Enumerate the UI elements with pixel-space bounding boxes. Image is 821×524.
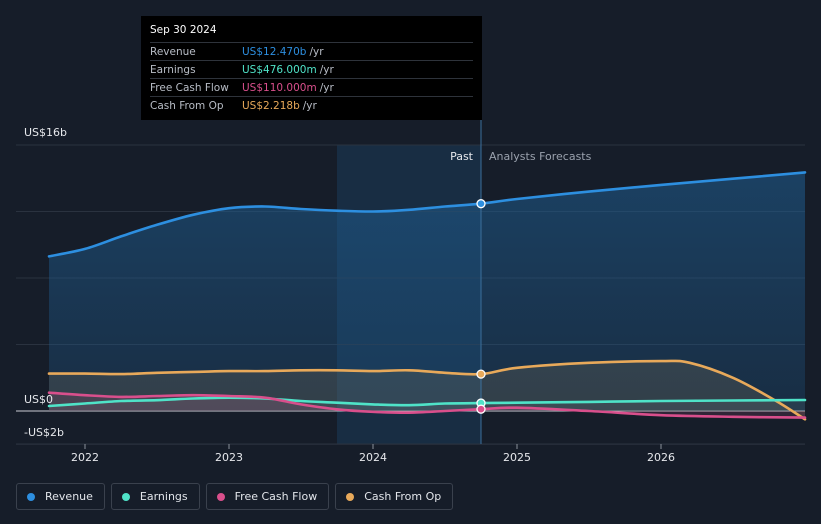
- past-label: Past: [450, 150, 474, 163]
- tooltip-row-free-cash-flow: Free Cash Flow US$110.000m /yr: [150, 78, 473, 96]
- series-lines: [47, 171, 807, 421]
- forecast-label: Analysts Forecasts: [489, 150, 592, 163]
- x-tick-label: 2024: [359, 451, 387, 464]
- legend-item-cash-from-op[interactable]: Cash From Op: [335, 483, 454, 510]
- tooltip-unit: /yr: [309, 45, 324, 58]
- x-tick-label: 2023: [215, 451, 243, 464]
- cash-from-op-marker: [476, 369, 486, 379]
- tooltip-label: Cash From Op: [150, 99, 224, 112]
- cash-from-op-area: [49, 360, 805, 420]
- legend-item-free-cash-flow[interactable]: Free Cash Flow: [205, 483, 330, 510]
- revenue-line: [47, 171, 807, 258]
- legend-dot-icon: [27, 492, 35, 501]
- tooltip-unit: /yr: [302, 99, 317, 112]
- series-areas: [49, 172, 805, 420]
- tooltip-value: US$2.218b: [242, 99, 300, 112]
- tooltip-label: Free Cash Flow: [150, 81, 229, 94]
- tooltip: Sep 30 2024 Revenue US$12.470b /yr Earni…: [141, 16, 482, 120]
- free-cash-flow-line: [47, 391, 807, 419]
- y-axis-label: -US$2b: [24, 426, 64, 439]
- free-cash-flow-marker: [476, 404, 486, 414]
- chart: Past Analysts Forecasts US$16b US$0 -US$2b…: [16, 120, 807, 464]
- x-tick-label: 2026: [647, 451, 675, 464]
- earnings-line: [47, 396, 807, 408]
- x-tick-label: 2025: [503, 451, 531, 464]
- y-axis-label: US$16b: [24, 126, 67, 139]
- tooltip-unit: /yr: [319, 81, 334, 94]
- tooltip-row-cash-from-op: Cash From Op US$2.218b /yr: [150, 96, 473, 114]
- tooltip-row-earnings: Earnings US$476.000m /yr: [150, 60, 473, 78]
- tooltip-value: US$12.470b: [242, 45, 307, 58]
- legend-item-earnings[interactable]: Earnings: [110, 483, 200, 510]
- tooltip-row-revenue: Revenue US$12.470b /yr: [150, 42, 473, 60]
- legend-dot-icon: [216, 492, 225, 501]
- legend-dot-icon: [121, 492, 130, 501]
- tooltip-label: Revenue: [150, 45, 196, 58]
- legend: Revenue Earnings Free Cash Flow Cash Fro…: [16, 483, 459, 510]
- legend-dot-icon: [346, 492, 355, 501]
- cash-from-op-line: [47, 359, 807, 421]
- x-axis-ticks: 2022 2023 2024 2025 2026: [71, 444, 675, 464]
- earnings-area: [49, 397, 805, 411]
- legend-label: Earnings: [139, 490, 188, 503]
- current-markers: [476, 199, 486, 414]
- tooltip-unit: /yr: [319, 63, 334, 76]
- y-axis-label: US$0: [24, 393, 53, 406]
- tooltip-label: Earnings: [150, 63, 196, 76]
- y-axis-labels: US$16b US$0 -US$2b: [24, 126, 67, 439]
- legend-label: Cash From Op: [364, 490, 442, 503]
- revenue-area: [49, 172, 805, 411]
- tooltip-date: Sep 30 2024: [150, 24, 217, 36]
- tooltip-value: US$110.000m: [242, 81, 317, 94]
- tooltip-value: US$476.000m: [242, 63, 317, 76]
- x-tick-label: 2022: [71, 451, 99, 464]
- legend-item-revenue[interactable]: Revenue: [16, 483, 105, 510]
- legend-label: Free Cash Flow: [234, 490, 318, 503]
- legend-label: Revenue: [45, 490, 93, 503]
- revenue-marker: [476, 199, 486, 209]
